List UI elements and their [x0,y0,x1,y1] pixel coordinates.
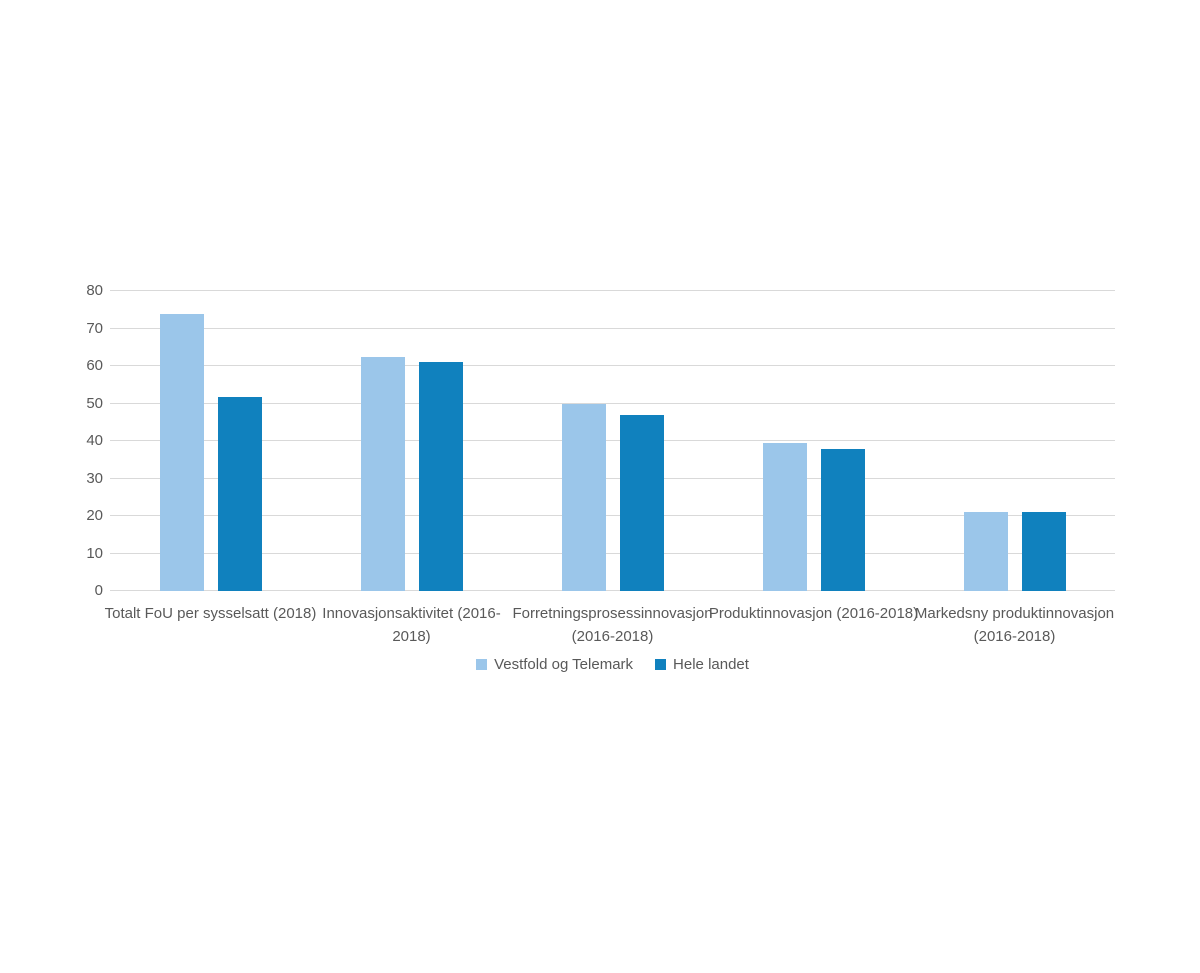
bar-hele-landet [418,362,463,591]
gridline [110,477,1115,479]
gridline [110,440,1115,441]
y-axis-tick-label: 20 [86,507,103,524]
y-axis-tick-label: 30 [86,469,103,487]
legend-label: Vestfold og Telemark [494,655,634,673]
x-category-label: Innovasjonsaktivitet (2016- 2018) [322,605,501,645]
gridline [110,402,1115,404]
bar-groups [110,291,1115,591]
plot-area [110,290,1115,591]
bar-group [311,291,512,591]
y-axis-tick-label: 50 [86,394,103,412]
y-axis-tick-labels: 0 10 20 30 40 50 60 70 80 [55,282,103,599]
bar-vestfold-og-telemark [762,442,807,591]
legend-swatch-icon [655,658,667,670]
x-category-label: Produktinnovasjon (2016-2018) [708,605,919,622]
gridline [110,552,1115,554]
bar-vestfold-og-telemark [360,357,405,591]
bar-vestfold-og-telemark [561,404,606,591]
legend: Vestfold og Telemark Hele landet [110,653,1115,675]
bar-vestfold-og-telemark [159,313,204,591]
y-axis-tick-label: 60 [86,357,103,374]
gridline [110,590,1115,591]
x-category-label: Totalt FoU per sysselsatt (2018) [104,605,317,622]
bar-hele-landet [619,414,664,591]
bar-hele-landet [1021,512,1066,591]
legend-item-hele-landet: Hele landet [655,656,749,673]
y-axis-tick-label: 70 [86,319,103,337]
gridline [110,327,1115,329]
gridline [110,365,1115,366]
y-axis-tick-label: 40 [86,432,103,449]
y-axis-tick-label: 10 [86,544,103,562]
bar-group [914,291,1115,591]
bar-group [512,291,713,591]
legend-swatch-icon [476,658,488,670]
bar-hele-landet [217,396,262,591]
legend-item-vestfold-og-telemark: Vestfold og Telemark [476,656,633,673]
x-axis-category-labels: Totalt FoU per sysselsatt (2018) Innovasj… [105,602,1115,648]
x-category-label: Markedsny produktinnovasjon (2016-2018) [914,605,1115,645]
bar-hele-landet [820,448,865,591]
gridline [110,515,1115,516]
bar-group [713,291,914,591]
y-axis-tick-label: 0 [94,582,103,599]
y-axis-tick-label: 80 [86,282,103,299]
legend-label: Hele landet [673,655,749,673]
bar-vestfold-og-telemark [963,511,1008,591]
x-category-label: Forretningsprosessinnovasjon (2016-2018) [512,605,713,645]
bar-group [110,291,311,591]
gridline [110,290,1115,291]
